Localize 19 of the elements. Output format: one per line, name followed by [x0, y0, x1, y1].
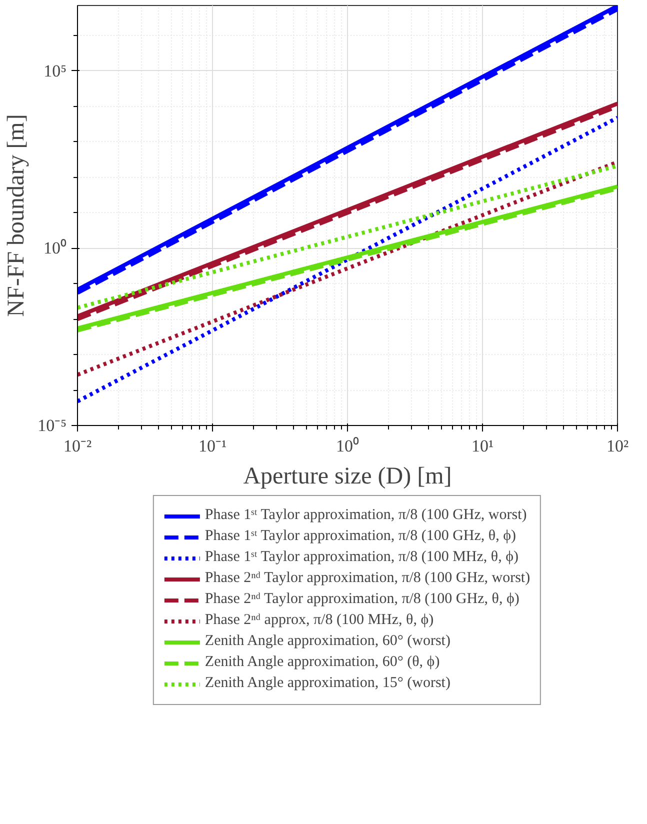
legend-label: Zenith Angle approximation, 60° (worst)	[204, 633, 450, 650]
x-tick-label: 10²	[606, 436, 629, 456]
legend-label: Phase 1ˢᵗ Taylor approximation, π/8 (100 GHz, θ, ϕ)	[204, 528, 516, 545]
x-tick-label: 10⁻²	[63, 436, 92, 456]
legend-label: Phase 2ⁿᵈ approx, π/8 (100 MHz, θ, ϕ)	[204, 612, 434, 629]
y-tick-label: 10⁻⁵	[38, 416, 67, 435]
x-axis-title: Aperture size (D) [m]	[243, 464, 452, 490]
x-tick-label: 10¹	[471, 436, 494, 456]
y-tick-label: 10⁰	[44, 238, 66, 258]
legend-label: Phase 2ⁿᵈ Taylor approximation, π/8 (100 GHz, worst)	[204, 570, 530, 587]
y-axis-title: NF-FF boundary [m]	[4, 114, 30, 317]
x-tick-label: 10⁻¹	[198, 436, 227, 456]
x-tick-label: 10⁰	[336, 436, 359, 456]
legend-label: Phase 1ˢᵗ Taylor approximation, π/8 (100 MHz, θ, ϕ)	[204, 549, 519, 566]
legend-label: Zenith Angle approximation, 15° (worst)	[204, 675, 450, 692]
y-tick-label: 10⁵	[44, 61, 67, 80]
legend-label: Phase 1ˢᵗ Taylor approximation, π/8 (100 GHz, worst)	[204, 507, 527, 524]
legend-label: Phase 2ⁿᵈ Taylor approximation, π/8 (100 GHz, θ, ϕ)	[204, 591, 520, 608]
legend-label: Zenith Angle approximation, 60° (θ, ϕ)	[204, 654, 440, 671]
